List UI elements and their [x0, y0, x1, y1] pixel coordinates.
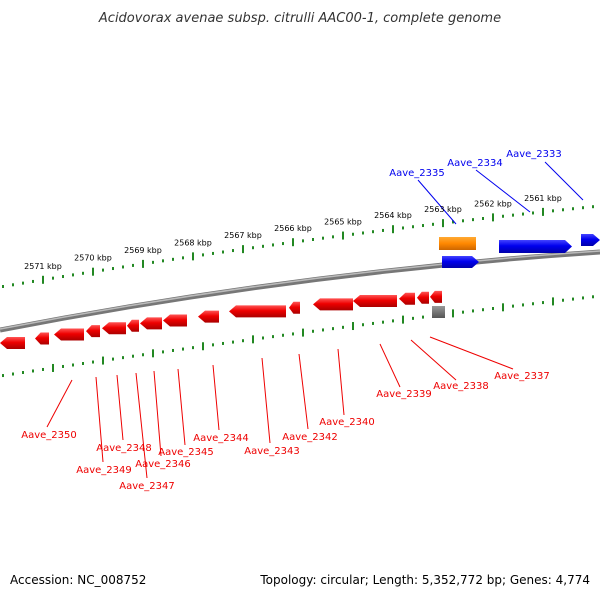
- reverse-gene-arrow: [163, 314, 187, 327]
- reverse-gene-arrow: [289, 301, 300, 314]
- gene-features: [0, 234, 600, 350]
- gene-callout-line: [298, 353, 309, 430]
- gene-callout-line: [177, 368, 186, 446]
- gene-label: Aave_2342: [282, 432, 338, 443]
- gene-callout-line: [261, 357, 271, 444]
- position-tick-label: 2569 kbp: [124, 246, 162, 255]
- reverse-gene-arrow: [198, 310, 219, 323]
- reverse-gene-arrow: [0, 337, 25, 350]
- position-tick-label: 2562 kbp: [474, 199, 512, 208]
- map-title: Acidovorax avenae subsp. citrulli AAC00-…: [98, 11, 501, 26]
- position-tick-label: 2571 kbp: [24, 262, 62, 271]
- gene-callouts: [46, 161, 584, 479]
- gene-label: Aave_2347: [119, 481, 175, 492]
- reverse-gene-arrow: [86, 325, 100, 338]
- position-tick-label: 2565 kbp: [324, 218, 362, 227]
- forward-gene-arrow: [442, 256, 479, 268]
- gene-label: Aave_2349: [76, 465, 132, 476]
- genome-backbone: [0, 249, 600, 333]
- gene-label: Aave_2345: [158, 447, 214, 458]
- gene-callout-line: [135, 372, 148, 479]
- reverse-gene-arrow: [399, 292, 415, 305]
- gene-label: Aave_2348: [96, 443, 152, 454]
- gene-label: Aave_2337: [494, 371, 550, 382]
- reverse-gene-arrow: [313, 298, 353, 311]
- gene-label: Aave_2339: [376, 389, 432, 400]
- other-feature-block: [432, 306, 445, 318]
- gene-label: Aave_2340: [319, 417, 375, 428]
- position-tick-label: 2564 kbp: [374, 211, 412, 220]
- reverse-gene-arrow: [102, 322, 126, 335]
- position-tick-label: 2563 kbp: [424, 205, 462, 214]
- reverse-gene-arrow: [229, 305, 286, 318]
- gene-label: Aave_2334: [447, 158, 503, 169]
- forward-gene-arrow: [581, 234, 600, 246]
- gene-label: Aave_2335: [389, 168, 445, 179]
- reverse-ruler: [2, 295, 594, 378]
- position-tick-label: 2568 kbp: [174, 238, 212, 247]
- genome-backbone-highlight: [0, 250, 600, 330]
- position-tick-label: 2561 kbp: [524, 194, 562, 203]
- gene-callout-line: [46, 379, 73, 428]
- forward-ruler: [2, 205, 594, 288]
- forward-gene-arrow: [499, 240, 572, 253]
- gene-label: Aave_2338: [433, 381, 489, 392]
- gene-label: Aave_2344: [193, 433, 249, 444]
- gene-callout-line: [95, 376, 104, 463]
- reverse-gene-arrow: [140, 317, 162, 330]
- genome-summary-text: Topology: circular; Length: 5,352,772 bp…: [260, 573, 590, 587]
- position-tick-label: 2567 kbp: [224, 231, 262, 240]
- position-tick-labels: 2561 kbp 2562 kbp 2563 kbp 2564 kbp 2565 kbp…: [24, 194, 562, 271]
- reverse-gene-arrow: [127, 319, 139, 332]
- gene-callout-line: [153, 370, 162, 457]
- gene-callout-line: [475, 169, 531, 213]
- accession-text: Accession: NC_008752: [10, 573, 147, 587]
- rna-feature-block: [439, 237, 476, 250]
- gene-callout-line: [410, 339, 457, 381]
- position-tick-label: 2566 kbp: [274, 224, 312, 233]
- gene-callout-line: [337, 348, 345, 416]
- reverse-gene-arrow: [353, 295, 397, 308]
- gene-label: Aave_2350: [21, 430, 77, 441]
- gene-label: Aave_2333: [506, 149, 562, 160]
- gene-callout-line: [212, 364, 220, 431]
- gene-label: Aave_2346: [135, 459, 191, 470]
- gene-callout-line: [544, 161, 584, 201]
- reverse-gene-arrow: [35, 332, 49, 345]
- reverse-gene-arrow: [54, 328, 84, 341]
- reverse-gene-arrow: [430, 290, 442, 303]
- gene-callout-line: [379, 343, 401, 388]
- reverse-gene-arrow: [417, 291, 429, 304]
- position-tick-label: 2570 kbp: [74, 254, 112, 263]
- gene-callout-line: [429, 336, 514, 370]
- gene-label: Aave_2343: [244, 446, 300, 457]
- gene-callout-line: [417, 179, 457, 225]
- gene-callout-line: [116, 374, 124, 441]
